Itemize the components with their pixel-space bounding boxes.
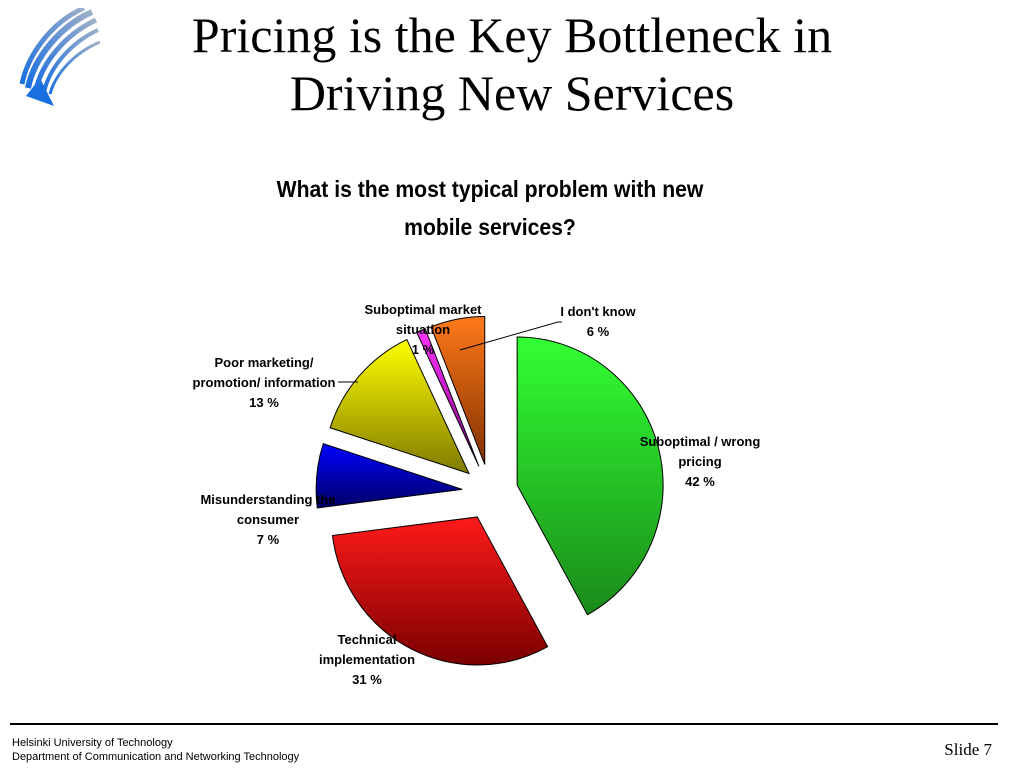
slice-category-label-4: situation bbox=[396, 322, 450, 337]
slice-label-2: Misunderstanding the consumer 7 % bbox=[200, 492, 335, 547]
slide-title-line-2: Driving New Services bbox=[289, 65, 735, 121]
footer-department: Department of Communication and Networki… bbox=[12, 751, 300, 763]
slice-label-4: Suboptimal market situation 1 % bbox=[364, 302, 482, 357]
slide-title: Pricing is the Key Bottleneck in Driving… bbox=[0, 6, 1024, 122]
slice-value-label-1: 31 % bbox=[352, 672, 382, 687]
slide-number: Slide 7 bbox=[944, 740, 992, 759]
pie-slice-2 bbox=[315, 442, 463, 509]
slice-category-label-5: I don't know bbox=[560, 304, 636, 319]
slice-label-5: I don't know 6 % bbox=[560, 304, 636, 339]
slice-category-label-1: implementation bbox=[319, 652, 415, 667]
slice-label-1: Technical implementation 31 % bbox=[319, 632, 415, 687]
pie-slice-4 bbox=[416, 328, 480, 467]
footer-university: Helsinki University of Technology bbox=[12, 737, 173, 749]
slice-label-3: Poor marketing/promotion/ information 13 … bbox=[193, 355, 336, 410]
university-logo-icon bbox=[19, 8, 100, 106]
pie-slice-0 bbox=[516, 336, 664, 616]
slice-category-label-4: Suboptimal market bbox=[364, 302, 482, 317]
slide-title-line-1: Pricing is the Key Bottleneck in bbox=[191, 7, 833, 63]
slice-label-0: Suboptimal / wrong pricing 42 % bbox=[640, 434, 761, 489]
slice-category-label-3: promotion/ information bbox=[193, 375, 336, 390]
leader-line-5 bbox=[459, 321, 562, 351]
slice-value-label-3: 13 % bbox=[249, 395, 279, 410]
slice-value-label-4: 1 % bbox=[412, 342, 435, 357]
slice-value-label-2: 7 % bbox=[257, 532, 280, 547]
pie-slice-1 bbox=[331, 516, 549, 666]
slice-value-label-0: 42 % bbox=[685, 474, 715, 489]
slice-category-label-0: Suboptimal / wrong bbox=[640, 434, 761, 449]
slice-category-label-2: consumer bbox=[237, 512, 299, 527]
chart-title-line-2: mobile services? bbox=[404, 214, 576, 240]
footer-institution: Helsinki University of Technology Depart… bbox=[12, 736, 299, 764]
chart-title-line-1: What is the most typical problem with ne… bbox=[276, 176, 704, 202]
pie-slice-3 bbox=[329, 338, 470, 475]
chart-title: What is the most typical problem with ne… bbox=[186, 170, 793, 246]
slice-category-label-0: pricing bbox=[678, 454, 721, 469]
pie-slice-5 bbox=[430, 315, 486, 465]
slice-category-label-2: Misunderstanding the bbox=[200, 492, 335, 507]
slice-category-label-3: Poor marketing/ bbox=[215, 355, 314, 370]
footer-divider bbox=[10, 723, 998, 725]
slice-value-label-5: 6 % bbox=[587, 324, 610, 339]
slice-category-label-1: Technical bbox=[337, 632, 396, 647]
